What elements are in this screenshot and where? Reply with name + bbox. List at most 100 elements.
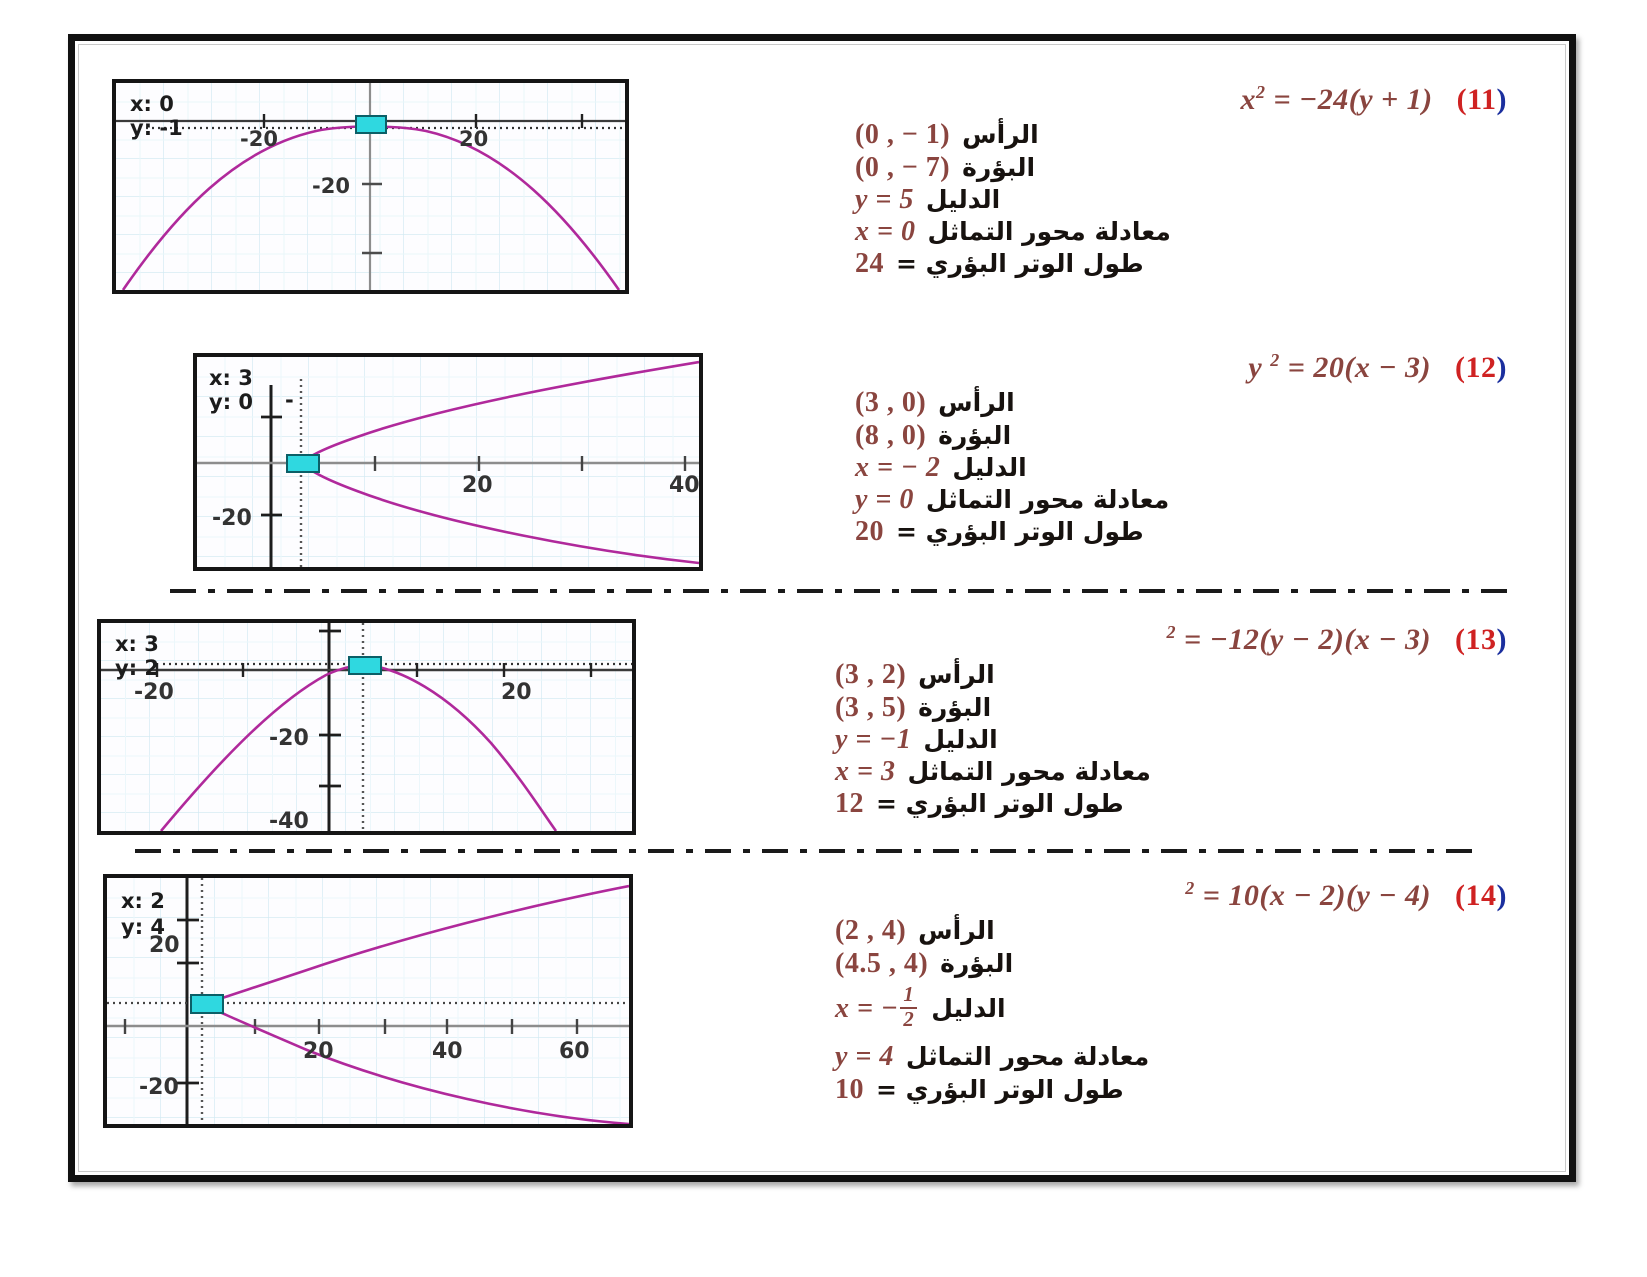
focus-label-11: البؤرة <box>962 152 1036 182</box>
equation-12: (12) y 2 = 20(x − 3) <box>1248 350 1507 384</box>
math-column-13: (13) (x − 3)2 = −12(y − 2) الرأس (3 , 2)… <box>835 622 1507 822</box>
directrix-line-14: الدليل x = − 1 2 <box>835 983 1507 1032</box>
equation-11: (11) x2 = −24(y + 1) <box>1240 82 1507 116</box>
vertex-label-14: الرأس <box>918 916 995 946</box>
xtick-40-14: 40 <box>432 1039 463 1064</box>
axis-line-13: معادلة محور التماثل x = 3 <box>835 756 1507 788</box>
axis-value-14: y = 4 <box>835 1041 894 1073</box>
graph-svg-14: x: 2 y: 4 20 20 40 60 -20 <box>107 878 629 1124</box>
directrix-label-13: الدليل <box>923 724 998 754</box>
vertex-value-11: (0 , − 1) <box>855 119 951 151</box>
xtick-20-14: 20 <box>303 1039 334 1064</box>
xtick-neg20-13: -20 <box>134 680 174 705</box>
readout-y-12: y: 0 <box>209 390 253 414</box>
vertex-label-12: الرأس <box>938 388 1015 418</box>
focus-label-14: البؤرة <box>940 948 1014 978</box>
directrix-line-13: الدليل y = −1 <box>835 723 1507 755</box>
focus-value-11: (0 , − 7) <box>855 151 951 183</box>
latus-label-13: طول الوتر البؤري = <box>876 789 1124 819</box>
readout-dash-12: - <box>285 388 294 412</box>
focus-line-14: البؤرة (4.5 , 4) <box>835 947 1507 979</box>
axis-line-11: معادلة محور التماثل x = 0 <box>855 216 1507 248</box>
ytick-neg20-13: -20 <box>269 726 309 751</box>
latus-value-11: 24 <box>855 248 884 280</box>
graph-svg-11: x: 0 y: -1 -20 20 -20 <box>116 83 625 290</box>
directrix-value-12: x = − 2 <box>855 451 941 483</box>
xtick-20-12: 20 <box>462 473 493 498</box>
page-frame: x: 0 y: -1 -20 20 -20 (11) x2 = −24(y + … <box>68 34 1576 1182</box>
readout-y-14: y: 4 <box>121 915 165 939</box>
directrix-value-13: y = −1 <box>835 723 912 755</box>
fraction-bar-14 <box>900 1006 918 1009</box>
focus-line-11: البؤرة (0 , − 7) <box>855 151 1507 183</box>
axis-label-11: معادلة محور التماثل <box>927 217 1171 247</box>
readout-x-11: x: 0 <box>130 92 174 116</box>
focus-value-14: (4.5 , 4) <box>835 947 929 979</box>
math-column-14: (14) (y − 4)2 = 10(x − 2) الرأس (2 , 4) … <box>835 878 1507 1107</box>
graph-panel-11: x: 0 y: -1 -20 20 -20 <box>112 79 629 294</box>
graph-panel-14: x: 2 y: 4 20 20 40 60 -20 <box>103 874 633 1128</box>
readout-y-13: y: 2 <box>115 656 159 680</box>
directrix-line-12: الدليل x = − 2 <box>855 451 1507 483</box>
vertex-value-12: (3 , 0) <box>855 387 927 419</box>
vertex-line-13: الرأس (3 , 2) <box>835 660 1507 690</box>
readout-x-13: x: 3 <box>115 632 159 656</box>
latus-line-13: طول الوتر البؤري = 12 <box>835 789 1507 819</box>
latus-value-13: 12 <box>835 788 864 820</box>
directrix-fraction-14: 1 2 <box>900 983 918 1031</box>
separator-2 <box>135 849 1475 853</box>
math-column-11: (11) x2 = −24(y + 1) الرأس (0 , − 1) الب… <box>855 82 1507 282</box>
directrix-value-11: y = 5 <box>855 183 914 215</box>
readout-x-12: x: 3 <box>209 366 253 390</box>
vertex-label-11: الرأس <box>962 120 1039 150</box>
xtick-40-12: 40 <box>669 473 699 498</box>
equation-14: (14) (y − 4)2 = 10(x − 2) <box>1185 878 1507 912</box>
xtick-20-13: 20 <box>501 680 532 705</box>
readout-y-11: y: -1 <box>130 116 183 140</box>
vertex-label-13: الرأس <box>918 660 995 690</box>
xtick-neg20-11: -20 <box>240 127 278 151</box>
ytick-neg20-12: -20 <box>212 506 252 531</box>
axis-label-14: معادلة محور التماثل <box>905 1042 1150 1072</box>
vertex-line-12: الرأس (3 , 0) <box>855 388 1507 418</box>
vertex-line-14: الرأس (2 , 4) <box>835 916 1507 946</box>
readout-x-14: x: 2 <box>121 889 165 913</box>
ytick-20-14: 20 <box>149 933 180 958</box>
graph-svg-12: x: 3 y: 0 - 20 40 -20 <box>197 357 699 567</box>
fraction-denominator-14: 2 <box>903 1008 915 1031</box>
focus-value-12: (8 , 0) <box>855 419 927 451</box>
latus-line-12: طول الوتر البؤري = 20 <box>855 517 1507 547</box>
focus-label-12: البؤرة <box>938 420 1012 450</box>
axis-value-12: y = 0 <box>855 484 914 516</box>
vertex-value-13: (3 , 2) <box>835 659 907 691</box>
axis-label-12: معادلة محور التماثل <box>925 485 1170 515</box>
focus-label-13: البؤرة <box>918 692 992 722</box>
latus-label-14: طول الوتر البؤري = <box>876 1074 1124 1104</box>
ytick-neg40-13: -40 <box>269 809 309 831</box>
ytick-neg20-14: -20 <box>139 1075 179 1100</box>
vertex-value-14: (2 , 4) <box>835 915 907 947</box>
directrix-label-12: الدليل <box>952 452 1027 482</box>
focus-line-13: البؤرة (3 , 5) <box>835 691 1507 723</box>
fraction-numerator-14: 1 <box>903 983 915 1006</box>
ytick-neg20-11: -20 <box>312 174 350 198</box>
vertex-line-11: الرأس (0 , − 1) <box>855 120 1507 150</box>
directrix-line-11: الدليل y = 5 <box>855 183 1507 215</box>
math-column-12: (12) y 2 = 20(x − 3) الرأس (3 , 0) البؤر… <box>855 350 1507 550</box>
latus-line-11: طول الوتر البؤري = 24 <box>855 249 1507 279</box>
equation-13: (13) (x − 3)2 = −12(y − 2) <box>1166 622 1507 656</box>
xtick-20-11: 20 <box>459 127 488 151</box>
axis-value-13: x = 3 <box>835 756 896 788</box>
focus-line-12: البؤرة (8 , 0) <box>855 419 1507 451</box>
axis-value-11: x = 0 <box>855 216 916 248</box>
directrix-value-14: x = − 1 2 <box>835 983 919 1032</box>
latus-line-14: طول الوتر البؤري = 10 <box>835 1074 1507 1105</box>
directrix-label-14: الدليل <box>931 994 1006 1024</box>
separator-1 <box>170 589 1510 593</box>
graph-panel-13: x: 3 y: 2 -20 20 -20 -40 <box>97 619 636 835</box>
latus-label-11: طول الوتر البؤري = <box>896 249 1144 279</box>
focus-value-13: (3 , 5) <box>835 691 907 723</box>
axis-line-12: معادلة محور التماثل y = 0 <box>855 484 1507 516</box>
xtick-60-14: 60 <box>559 1039 590 1064</box>
graph-panel-12: x: 3 y: 0 - 20 40 -20 <box>193 353 703 571</box>
